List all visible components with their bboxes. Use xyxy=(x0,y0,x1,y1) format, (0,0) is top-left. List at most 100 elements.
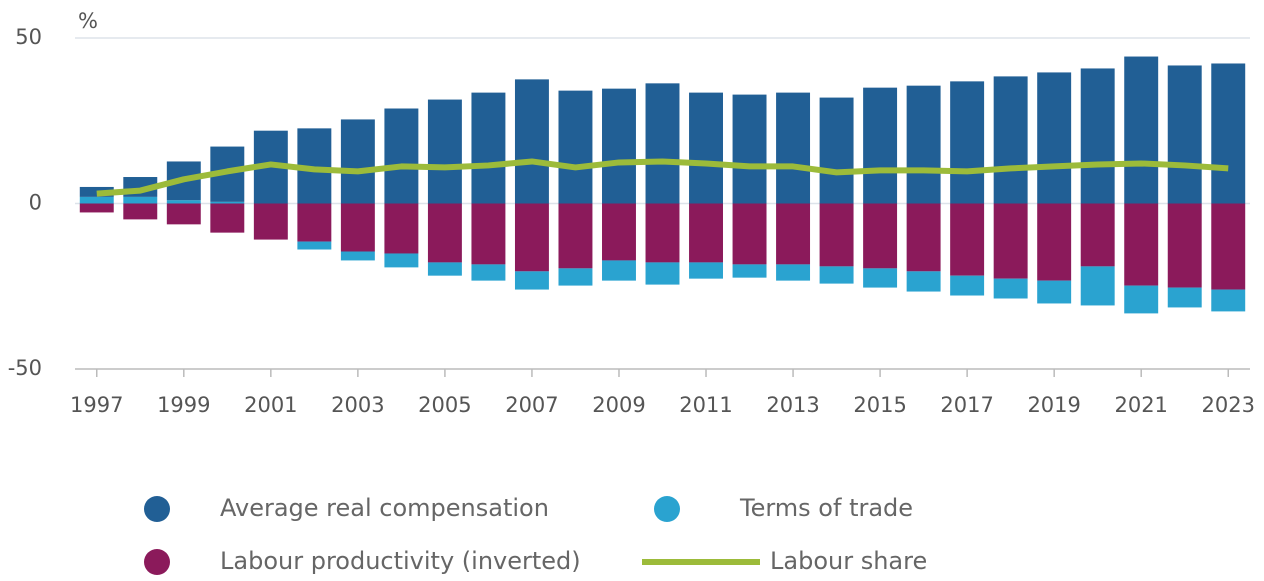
bar xyxy=(906,203,941,272)
bar xyxy=(79,203,114,213)
bar xyxy=(1167,203,1202,288)
bar xyxy=(863,268,898,288)
bar xyxy=(558,268,593,286)
bar xyxy=(1037,72,1072,204)
bar xyxy=(558,203,593,269)
bar xyxy=(1124,203,1159,286)
bar xyxy=(1167,65,1202,204)
bar xyxy=(950,203,985,276)
bar xyxy=(297,203,332,242)
bar xyxy=(732,94,767,204)
bar xyxy=(819,203,854,267)
bar xyxy=(1080,68,1115,204)
bar xyxy=(514,271,549,290)
bar xyxy=(1211,63,1246,204)
x-tick-label: 2023 xyxy=(1202,393,1255,417)
x-tick-label: 2003 xyxy=(331,393,384,417)
bar xyxy=(427,203,462,263)
bar xyxy=(950,275,985,296)
legend-text: Labour share xyxy=(770,547,927,575)
bar xyxy=(645,203,680,263)
bar xyxy=(776,203,811,265)
bar xyxy=(732,264,767,278)
bar xyxy=(732,203,767,265)
bar xyxy=(384,253,419,268)
bar xyxy=(340,203,375,252)
bar xyxy=(645,83,680,204)
bar xyxy=(558,90,593,204)
bar xyxy=(1167,287,1202,308)
bar xyxy=(950,81,985,204)
bar xyxy=(863,87,898,204)
bar xyxy=(602,260,636,281)
bar xyxy=(1124,285,1159,314)
bar xyxy=(906,85,941,204)
bar xyxy=(253,203,288,240)
x-tick-label: 2013 xyxy=(766,393,819,417)
x-tick-label: 2007 xyxy=(505,393,558,417)
bar xyxy=(602,203,636,261)
y-tick-label: 0 xyxy=(29,191,42,215)
bar xyxy=(514,203,549,272)
bar xyxy=(819,97,854,204)
bar xyxy=(689,203,723,263)
legend-swatch xyxy=(144,496,170,522)
bar xyxy=(906,271,941,292)
x-tick-label: 2017 xyxy=(940,393,993,417)
bar xyxy=(384,108,419,204)
bar xyxy=(689,262,723,279)
x-tick-label: 2001 xyxy=(244,393,297,417)
bar xyxy=(340,251,375,261)
bar xyxy=(471,92,506,204)
bar xyxy=(79,196,114,204)
line xyxy=(96,158,1229,197)
bar xyxy=(166,203,201,225)
bar xyxy=(645,262,680,285)
bar xyxy=(166,200,201,204)
y-axis-label: % xyxy=(78,9,98,33)
legend-swatch xyxy=(654,496,680,522)
x-tick-label: 2015 xyxy=(853,393,906,417)
bar xyxy=(427,99,462,204)
bar xyxy=(297,241,332,250)
y-tick-label: -50 xyxy=(8,356,42,380)
bar xyxy=(123,196,158,204)
bar xyxy=(993,203,1028,279)
x-tick-label: 1997 xyxy=(70,393,123,417)
bar xyxy=(776,92,811,204)
bar xyxy=(514,79,549,204)
bar xyxy=(1211,203,1246,290)
bar xyxy=(471,203,506,265)
bar xyxy=(1124,56,1159,204)
bar xyxy=(1037,280,1072,304)
bar xyxy=(210,201,245,204)
x-tick-label: 1999 xyxy=(157,393,210,417)
bar xyxy=(384,203,419,254)
bar xyxy=(993,278,1028,299)
bar xyxy=(602,88,636,204)
legend-text: Labour productivity (inverted) xyxy=(220,547,581,575)
x-tick-label: 2005 xyxy=(418,393,471,417)
bar xyxy=(1080,203,1115,267)
bar xyxy=(993,76,1028,204)
legend-text: Average real compensation xyxy=(220,494,549,522)
y-tick-label: 50 xyxy=(15,25,42,49)
bar xyxy=(123,203,158,220)
x-tick-label: 2009 xyxy=(592,393,645,417)
bar xyxy=(689,92,723,204)
x-tick-label: 2019 xyxy=(1027,393,1080,417)
bar xyxy=(1037,203,1072,281)
bar xyxy=(776,264,811,281)
legend-text: Terms of trade xyxy=(739,494,913,522)
x-tick-label: 2021 xyxy=(1114,393,1167,417)
bar xyxy=(427,262,462,276)
bar xyxy=(819,266,854,284)
bar xyxy=(340,119,375,204)
bar xyxy=(1080,266,1115,306)
bar xyxy=(863,203,898,269)
bar xyxy=(471,264,506,281)
bar xyxy=(1211,289,1246,312)
x-tick-label: 2011 xyxy=(679,393,732,417)
bar xyxy=(210,203,245,233)
